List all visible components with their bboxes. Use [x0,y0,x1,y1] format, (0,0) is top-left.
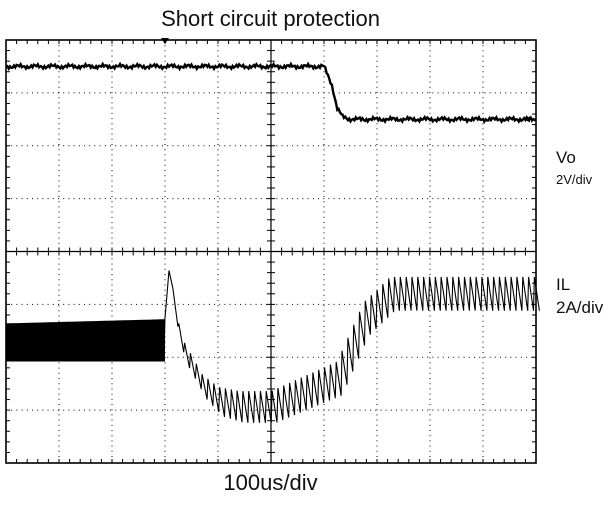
channel-il-name: IL [556,275,571,294]
chart-title: Short circuit protection [161,6,380,31]
scope-plot [5,38,540,464]
il-trace [5,270,540,423]
x-axis-label: 100us/div [223,470,318,495]
il-switching-band [6,323,165,362]
trigger-marker [161,38,169,44]
channel-il-scale: 2A/div [556,298,604,317]
channel-vo-name: Vo [556,148,576,167]
vo-trace [5,61,537,125]
channel-vo-scale: 2V/div [556,172,593,187]
graticule [5,38,537,464]
traces [5,61,540,423]
